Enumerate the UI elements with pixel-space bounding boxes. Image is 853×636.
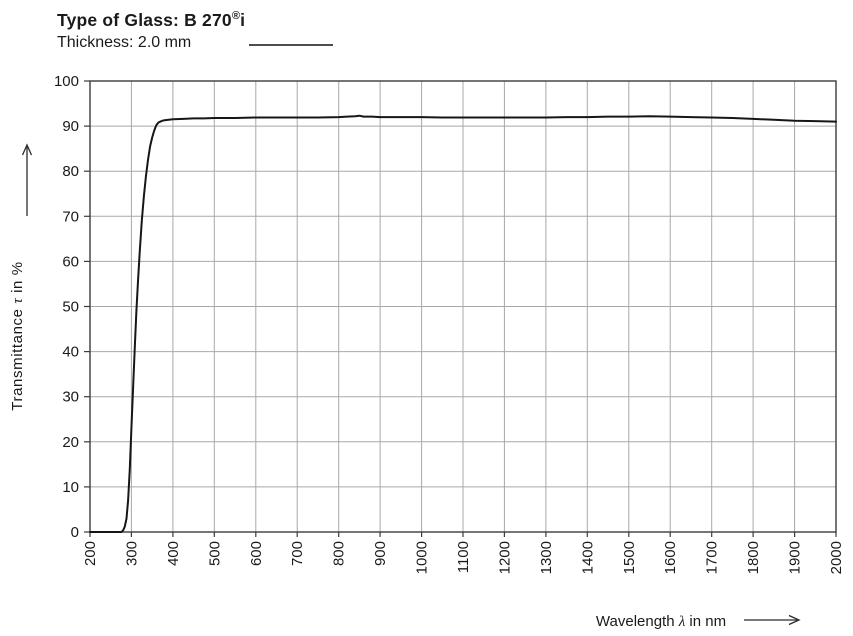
thickness-label: Thickness: 2.0 mm [57,33,192,51]
chart-header: Type of Glass: B 270®i Thickness: 2.0 mm [57,10,334,53]
x-tick-label: 1500 [621,541,638,574]
y-tick-label: 70 [62,208,79,225]
x-tick-label: 700 [289,541,306,566]
y-tick-label: 40 [62,344,79,361]
x-tick-label: 800 [331,541,348,566]
x-axis-arrow-icon [744,614,801,626]
gridlines [90,81,836,532]
x-tick-label: 400 [165,541,182,566]
x-tick-label: 1200 [496,541,513,574]
y-axis-arrow-icon [21,143,33,216]
page-title: Type of Glass: B 270®i [57,10,333,32]
lambda-symbol: λ [678,614,686,630]
x-tick-label: 1700 [704,541,721,574]
y-tick-label: 10 [62,479,79,496]
y-tick-label: 20 [62,434,79,451]
axis-ticks [84,80,837,537]
y-tick-label: 80 [62,163,79,180]
x-axis-title: Wavelength λ in nm [596,613,726,630]
tau-symbol: τ [10,298,26,304]
x-tick-label: 2000 [828,541,845,574]
x-tick-label: 1400 [579,541,596,574]
x-tick-label: 1900 [787,541,804,574]
x-tick-label: 200 [82,541,99,566]
x-tick-label: 900 [372,541,389,566]
title-suffix: i [240,10,246,30]
x-tick-label: 1600 [662,541,679,574]
transmittance-curve [89,114,837,533]
x-tick-labels: 200 300 400 500 600 700 800 900 1000 1100 1200 1300… [82,541,845,574]
plot-frame [89,80,837,533]
y-tick-label: 100 [54,73,79,90]
x-tick-label: 1000 [414,541,431,574]
y-tick-label: 90 [62,118,79,135]
x-tick-label: 300 [123,541,140,566]
y-tick-label: 60 [62,253,79,270]
y-tick-label: 0 [71,524,79,541]
x-tick-label: 500 [206,541,223,566]
y-axis-title: Transmittance τ in % [9,261,26,410]
x-tick-label: 1300 [538,541,555,574]
y-tick-labels: 0 10 20 30 40 50 60 70 80 90 100 [54,73,79,541]
y-tick-label: 50 [62,299,79,316]
legend-line-sample [249,43,334,46]
registered-trademark-symbol: ® [231,10,241,23]
y-tick-label: 30 [62,389,79,406]
x-tick-label: 1800 [745,541,762,574]
x-tick-label: 1100 [455,541,472,573]
title-text: Type of Glass: B 270 [57,10,232,30]
legend-row: Thickness: 2.0 mm [57,33,334,53]
x-tick-label: 600 [248,541,265,566]
